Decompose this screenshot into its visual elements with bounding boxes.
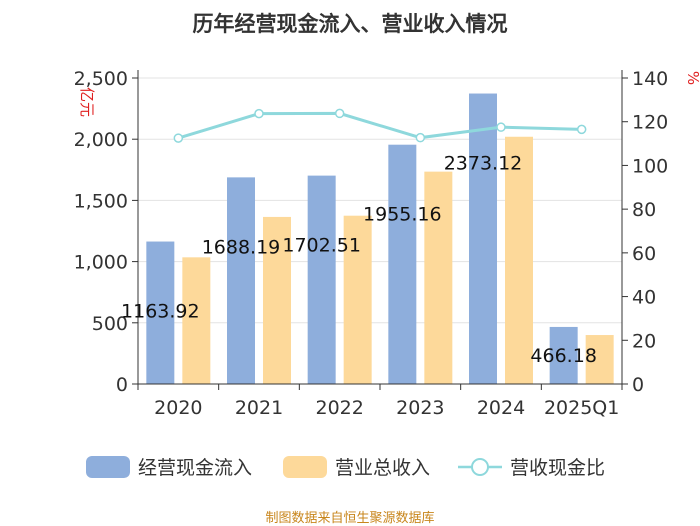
y-left-tick-label: 2,000 [74,129,128,151]
bar-total-revenue [182,257,211,384]
bar-operating-cash-inflow [227,177,255,384]
data-label-cash-inflow: 2373.12 [444,153,523,175]
y-right-tick-label: 140 [632,68,668,90]
source-note: 制图数据来自恒生聚源数据库 [265,511,435,526]
chart-title: 历年经营现金流入、营业收入情况 [192,12,508,36]
legend-label-revenue: 营业总收入 [335,457,430,479]
bar-total-revenue [505,136,533,384]
x-tick-label: 2023 [396,397,444,419]
y-left-tick-label: 1,000 [74,252,128,274]
bar-total-revenue [424,171,453,384]
y-left-tick-label: 500 [92,313,128,335]
data-label-cash-inflow: 1955.16 [363,204,442,226]
bar-operating-cash-inflow [146,241,175,384]
legend-swatch-revenue [283,456,327,478]
y-left-tick-label: 1,500 [74,190,128,212]
bar-total-revenue [585,335,614,384]
line-point-cash-revenue-ratio [173,133,184,143]
legend-swatch-cash-inflow [86,456,130,478]
x-tick-label: 2025Q1 [544,397,619,419]
data-label-cash-inflow: 466.18 [530,345,596,367]
bar-total-revenue [343,215,372,384]
y-left-tick-label: 2,500 [74,68,128,90]
y-right-tick-label: 100 [632,155,668,177]
y-right-tick-label: 20 [632,330,656,352]
y-right-tick-label: 0 [632,374,644,396]
bar-operating-cash-inflow [549,326,578,384]
bar-operating-cash-inflow [388,144,417,384]
legend-swatch-ratio-marker [471,458,489,476]
data-label-cash-inflow: 1688.19 [202,236,281,258]
line-point-cash-revenue-ratio [334,108,345,119]
y-right-tick-label: 40 [632,287,656,309]
line-point-cash-revenue-ratio [496,122,506,132]
bar-operating-cash-inflow [469,93,497,384]
x-tick-label: 2022 [315,397,363,419]
y-right-axis-label: % [684,71,700,85]
y-left-axis-label: 亿元 [78,87,96,117]
bar-total-revenue [263,216,291,384]
data-label-cash-inflow: 1702.51 [282,235,361,257]
bar-operating-cash-inflow [307,175,336,384]
legend-label-ratio: 营收现金比 [510,457,605,479]
x-tick-label: 2020 [154,397,202,419]
line-point-cash-revenue-ratio [576,124,587,135]
y-right-tick-label: 60 [632,243,656,265]
line-point-cash-revenue-ratio [254,108,264,119]
y-right-tick-label: 120 [632,112,668,134]
legend-label-cash-inflow: 经营现金流入 [138,457,252,479]
line-cash-revenue-ratio [177,111,582,140]
x-tick-label: 2021 [235,397,283,419]
data-label-cash-inflow: 1163.92 [121,301,200,323]
line-point-cash-revenue-ratio [415,132,426,143]
x-tick-label: 2024 [477,397,525,419]
y-left-tick-label: 0 [116,374,128,396]
y-right-tick-label: 80 [632,199,656,221]
